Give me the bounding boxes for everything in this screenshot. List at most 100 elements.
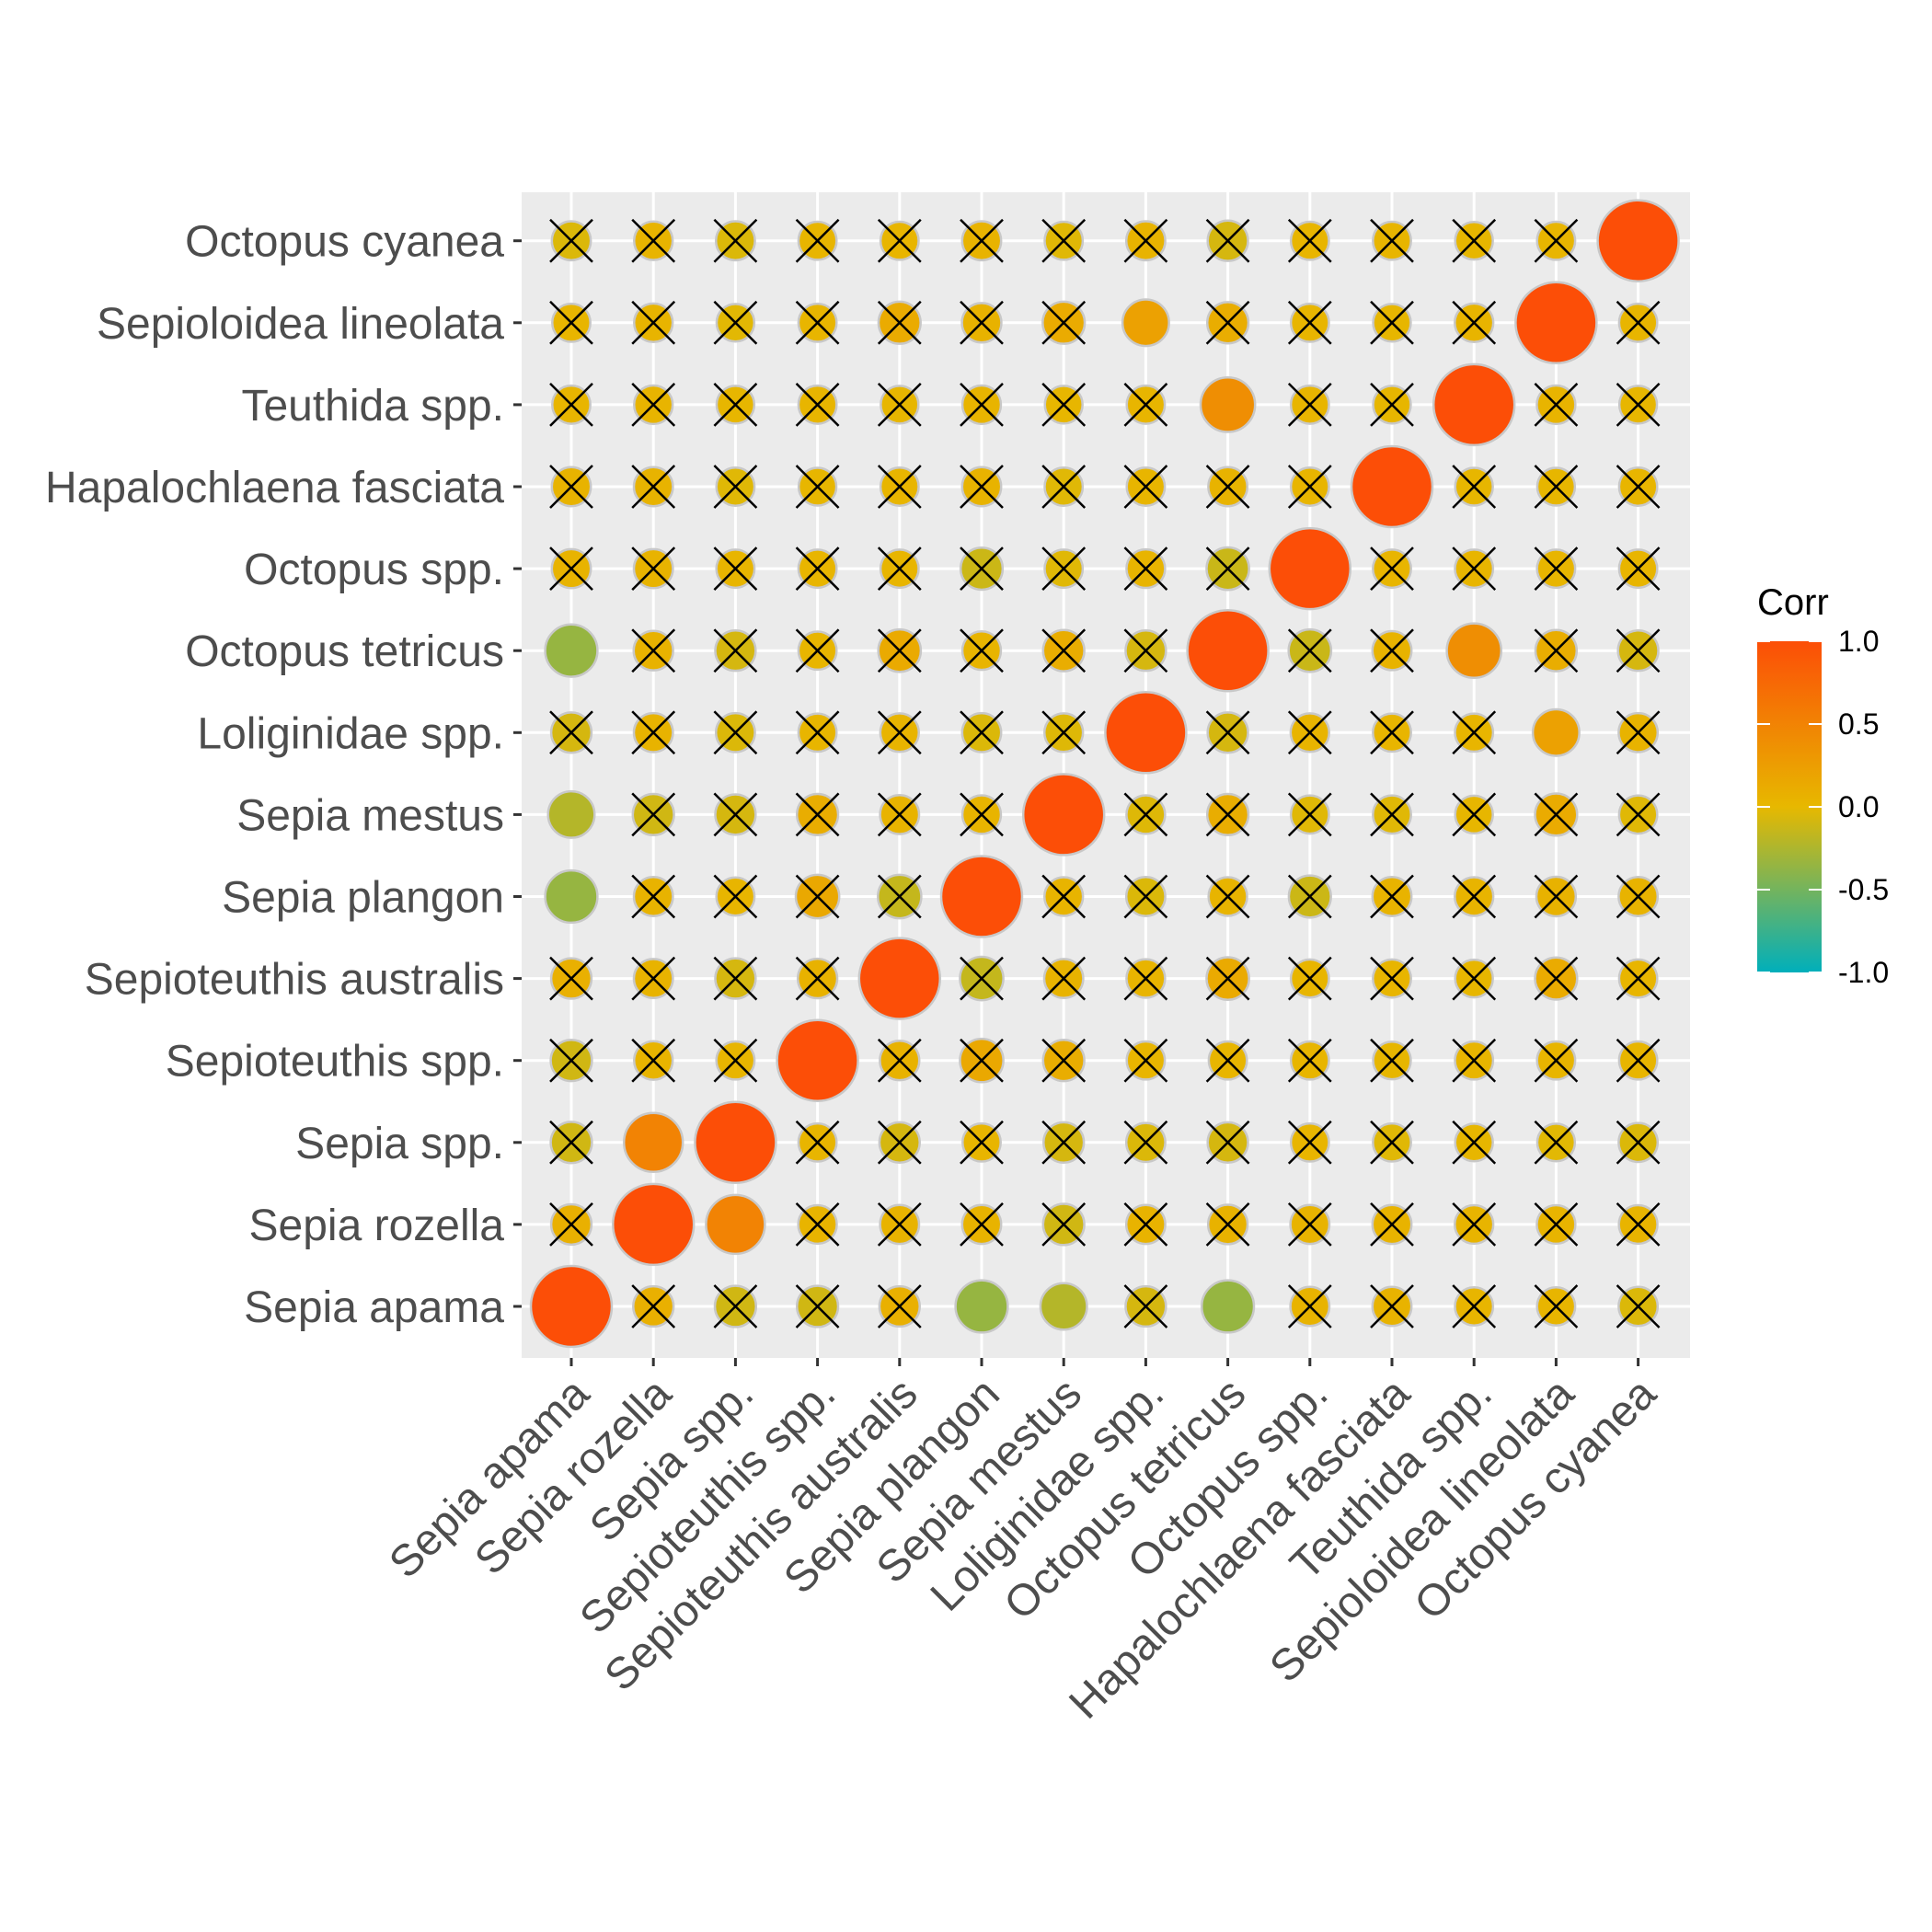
insignificant-cross — [1205, 1038, 1250, 1083]
insignificant-cross — [960, 1202, 1004, 1247]
corr-point — [544, 623, 599, 678]
insignificant-cross — [1205, 710, 1250, 755]
insignificant-cross — [631, 628, 676, 673]
insignificant-cross — [795, 792, 840, 837]
insignificant-cross — [1123, 465, 1168, 509]
legend-tick-label: 1.0 — [1838, 625, 1879, 658]
insignificant-cross — [713, 956, 758, 1001]
insignificant-cross — [1616, 1120, 1661, 1165]
insignificant-cross — [1534, 628, 1579, 673]
insignificant-cross — [549, 1038, 593, 1083]
y-tick-label: Octopus cyanea — [185, 218, 504, 267]
insignificant-cross — [1452, 218, 1497, 263]
y-tick-label: Octopus tetricus — [185, 627, 504, 676]
insignificant-cross — [795, 465, 840, 509]
insignificant-cross — [1534, 1038, 1579, 1083]
insignificant-cross — [631, 956, 676, 1001]
y-tick-label: Octopus spp. — [244, 546, 504, 594]
insignificant-cross — [1452, 465, 1497, 509]
insignificant-cross — [795, 1120, 840, 1165]
insignificant-cross — [1370, 1120, 1414, 1165]
insignificant-cross — [877, 874, 922, 919]
insignificant-cross — [713, 465, 758, 509]
insignificant-cross — [1370, 383, 1414, 427]
insignificant-cross — [960, 1038, 1004, 1083]
insignificant-cross — [1616, 1202, 1661, 1247]
insignificant-cross — [1205, 874, 1250, 919]
insignificant-cross — [1452, 874, 1497, 919]
insignificant-cross — [1123, 792, 1168, 837]
insignificant-cross — [877, 383, 922, 427]
corr-point — [529, 1264, 614, 1349]
insignificant-cross — [795, 628, 840, 673]
insignificant-cross — [795, 710, 840, 755]
insignificant-cross — [1534, 546, 1579, 591]
insignificant-cross — [1123, 1120, 1168, 1165]
insignificant-cross — [631, 546, 676, 591]
insignificant-cross — [631, 1038, 676, 1083]
insignificant-cross — [1123, 956, 1168, 1001]
insignificant-cross — [877, 710, 922, 755]
insignificant-cross — [795, 383, 840, 427]
insignificant-cross — [795, 218, 840, 263]
insignificant-cross — [1616, 546, 1661, 591]
insignificant-cross — [960, 710, 1004, 755]
insignificant-cross — [1616, 710, 1661, 755]
insignificant-cross — [877, 1284, 922, 1328]
insignificant-cross — [1041, 546, 1087, 591]
insignificant-cross — [1616, 465, 1661, 509]
insignificant-cross — [1123, 628, 1168, 673]
insignificant-cross — [877, 628, 922, 673]
insignificant-cross — [549, 1202, 593, 1247]
insignificant-cross — [960, 792, 1004, 837]
insignificant-cross — [795, 1284, 840, 1328]
insignificant-cross — [1534, 874, 1579, 919]
corr-point — [1121, 298, 1170, 348]
insignificant-cross — [1370, 218, 1414, 263]
insignificant-cross — [1370, 792, 1414, 837]
corr-point — [939, 855, 1024, 938]
corr-point — [1039, 1282, 1088, 1331]
insignificant-cross — [1205, 1202, 1250, 1247]
insignificant-cross — [1370, 628, 1414, 673]
corr-point — [1200, 1279, 1256, 1334]
insignificant-cross — [1205, 300, 1250, 345]
insignificant-cross — [1287, 710, 1332, 755]
insignificant-cross — [1123, 546, 1168, 591]
corr-point — [1445, 622, 1503, 680]
insignificant-cross — [1534, 465, 1579, 509]
y-tick-label: Sepia plangon — [222, 874, 504, 923]
insignificant-cross — [713, 383, 758, 427]
insignificant-cross — [713, 1038, 758, 1083]
corr-point — [1021, 773, 1106, 857]
legend-tick-label: 0.5 — [1838, 707, 1879, 741]
corr-point — [776, 1018, 859, 1102]
insignificant-cross — [1370, 300, 1414, 345]
insignificant-cross — [1287, 1038, 1332, 1083]
insignificant-cross — [1534, 792, 1579, 837]
insignificant-cross — [960, 300, 1004, 345]
insignificant-cross — [1616, 956, 1661, 1001]
insignificant-cross — [1534, 956, 1579, 1001]
insignificant-cross — [877, 1202, 922, 1247]
insignificant-cross — [1452, 956, 1497, 1001]
insignificant-cross — [1041, 956, 1087, 1001]
insignificant-cross — [960, 546, 1004, 591]
y-tick-label: Sepia mestus — [236, 791, 504, 840]
insignificant-cross — [960, 628, 1004, 673]
corr-point — [622, 1111, 684, 1174]
insignificant-cross — [549, 546, 593, 591]
insignificant-cross — [1123, 218, 1168, 263]
insignificant-cross — [1123, 383, 1168, 427]
insignificant-cross — [1452, 546, 1497, 591]
insignificant-cross — [1205, 465, 1250, 509]
insignificant-cross — [795, 1202, 840, 1247]
insignificant-cross — [960, 1120, 1004, 1165]
insignificant-cross — [631, 792, 676, 837]
insignificant-cross — [1616, 1284, 1661, 1328]
insignificant-cross — [1041, 874, 1087, 919]
corr-point — [1514, 281, 1598, 365]
insignificant-cross — [1205, 956, 1250, 1001]
insignificant-cross — [1041, 383, 1087, 427]
corr-point — [544, 868, 599, 925]
